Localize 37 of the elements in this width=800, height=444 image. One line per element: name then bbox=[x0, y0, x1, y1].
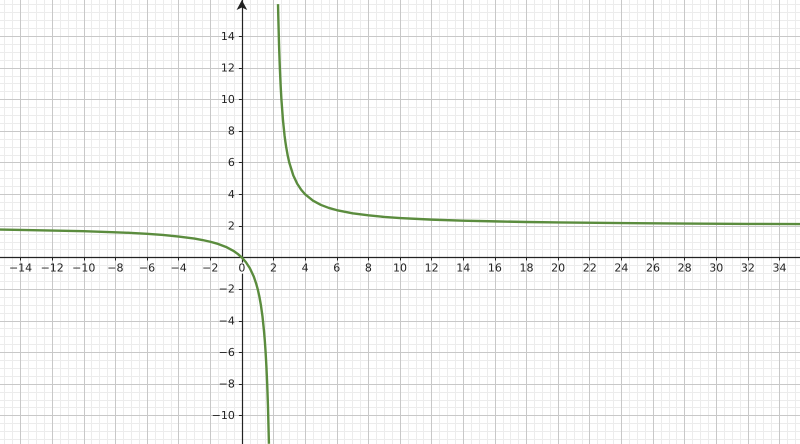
x-tick-label: 14 bbox=[456, 262, 470, 275]
x-tick-label: 18 bbox=[519, 262, 534, 275]
x-tick-label: 8 bbox=[364, 262, 372, 275]
x-tick-label: −6 bbox=[138, 262, 156, 275]
x-tick-label: 34 bbox=[772, 262, 786, 275]
x-tick-label: −4 bbox=[170, 262, 187, 275]
y-tick-label: 8 bbox=[228, 124, 235, 138]
y-tick-label: −2 bbox=[218, 282, 235, 296]
x-tick-label: 30 bbox=[709, 262, 724, 275]
x-tick-label: 0 bbox=[238, 262, 246, 275]
x-tick-label: −14 bbox=[8, 262, 32, 275]
y-tick-label: 14 bbox=[220, 30, 235, 43]
x-tick-label: 22 bbox=[582, 262, 597, 275]
x-tick-label: 26 bbox=[646, 262, 660, 275]
x-tick-label: 28 bbox=[678, 262, 692, 275]
y-tick-label: 10 bbox=[220, 93, 235, 106]
x-tick-label: −12 bbox=[40, 262, 64, 275]
x-tick-label: 6 bbox=[333, 262, 340, 275]
y-tick-label: −4 bbox=[218, 314, 235, 328]
x-tick-label: −10 bbox=[72, 262, 96, 275]
x-tick-label: −2 bbox=[202, 262, 218, 275]
y-tick-label: −10 bbox=[212, 409, 235, 422]
x-tick-label: 10 bbox=[393, 262, 407, 275]
x-tick-label: 4 bbox=[302, 262, 309, 275]
y-tick-label: 12 bbox=[220, 61, 235, 74]
x-tick-label: 32 bbox=[740, 262, 755, 275]
y-tick-label: 2 bbox=[228, 219, 235, 232]
y-tick-label: 6 bbox=[228, 156, 235, 170]
y-tick-label: −8 bbox=[218, 377, 235, 390]
y-tick-label: −6 bbox=[218, 346, 235, 359]
y-tick-label: 4 bbox=[228, 188, 235, 201]
x-tick-label: 12 bbox=[424, 262, 439, 275]
x-tick-label: 24 bbox=[614, 262, 628, 275]
x-tick-label: 20 bbox=[551, 262, 566, 275]
x-tick-label: 2 bbox=[270, 262, 278, 275]
x-tick-label: 16 bbox=[488, 262, 502, 275]
x-tick-label: −8 bbox=[107, 262, 124, 275]
